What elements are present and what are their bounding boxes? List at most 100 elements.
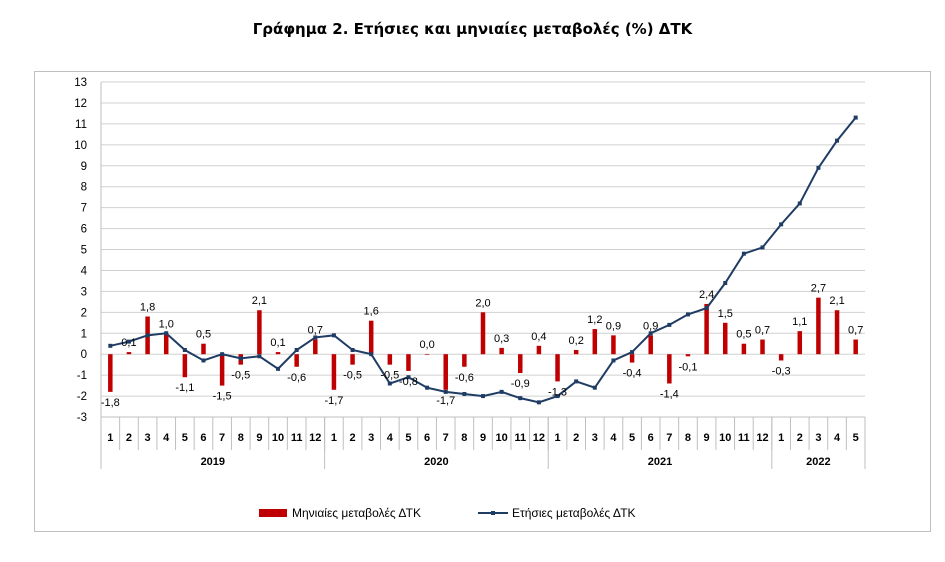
- year-label: 2022: [806, 456, 830, 468]
- annual-point: [685, 312, 690, 317]
- monthly-bar: [573, 350, 579, 355]
- annual-point: [276, 366, 281, 371]
- y-tick-label: -1: [77, 370, 87, 382]
- monthly-bar: [480, 312, 486, 355]
- month-label: 8: [685, 432, 691, 444]
- bar-data-label: 0,7: [755, 325, 770, 337]
- monthly-bar: [387, 354, 393, 365]
- annual-point: [630, 350, 635, 355]
- month-label: 12: [756, 432, 768, 444]
- month-label: 11: [738, 432, 750, 444]
- y-tick-label: 3: [81, 286, 87, 298]
- annual-point: [406, 375, 411, 380]
- monthly-bar: [108, 354, 113, 392]
- chart-frame: [34, 71, 931, 532]
- annual-point: [555, 394, 560, 399]
- month-label: 1: [107, 432, 113, 444]
- month-label: 10: [496, 432, 508, 444]
- monthly-bar: [536, 345, 542, 355]
- bar-data-label: 0,1: [270, 337, 285, 349]
- year-label: 2021: [648, 456, 672, 468]
- bar-data-label: -0,6: [455, 372, 474, 384]
- bar-data-label: 1,0: [159, 318, 174, 330]
- annual-point: [816, 165, 821, 170]
- legend-swatch-monthly: [259, 509, 287, 517]
- monthly-bar: [126, 352, 132, 355]
- monthly-bar: [462, 354, 467, 367]
- month-label: 5: [629, 432, 635, 444]
- annual-point: [164, 331, 169, 336]
- bar-data-label: -0,1: [678, 361, 697, 373]
- bar-data-label: 0,4: [531, 331, 546, 343]
- annual-point: [481, 394, 485, 399]
- monthly-bar: [704, 303, 709, 355]
- annual-point: [238, 356, 243, 361]
- bar-data-label: 2,1: [252, 295, 267, 307]
- y-tick-label: 10: [74, 140, 87, 152]
- year-label: 2020: [424, 456, 448, 468]
- y-tick-label: 6: [81, 224, 87, 236]
- monthly-bar: [294, 354, 299, 367]
- annual-point: [313, 335, 318, 340]
- annual-point: [257, 354, 262, 359]
- bar-data-label: 2,1: [829, 295, 844, 307]
- annual-point: [350, 348, 355, 352]
- month-label: 4: [163, 432, 170, 444]
- y-tick-label: 12: [74, 98, 87, 110]
- month-label: 7: [443, 432, 449, 444]
- bar-data-label: -0,3: [772, 365, 791, 377]
- month-label: 3: [815, 432, 821, 444]
- monthly-bar: [834, 310, 840, 355]
- bar-data-label: 0,9: [643, 320, 658, 332]
- month-label: 9: [480, 432, 486, 444]
- bar-data-label: -1,7: [324, 395, 343, 407]
- annual-point: [704, 306, 709, 311]
- legend-label-annual: Ετήσιες μεταβολές ΔΤΚ: [512, 506, 636, 520]
- month-label: 10: [719, 432, 731, 444]
- annual-point: [145, 333, 150, 338]
- bar-data-label: -1,7: [436, 395, 455, 407]
- y-tick-label: 11: [75, 119, 87, 131]
- bar-data-label: 0,7: [848, 325, 863, 337]
- annual-point: [499, 389, 504, 394]
- monthly-bar: [499, 347, 504, 355]
- y-tick-label: 9: [81, 161, 87, 173]
- y-tick-label: 13: [74, 77, 87, 89]
- bar-data-label: -0,5: [380, 370, 399, 382]
- bar-data-label: -0,5: [231, 370, 250, 382]
- month-label: 8: [238, 432, 244, 444]
- monthly-bar: [201, 343, 206, 355]
- bar-data-label: -0,8: [399, 376, 418, 388]
- monthly-bar: [443, 354, 448, 390]
- annual-point: [425, 385, 430, 390]
- month-label: 6: [424, 432, 430, 444]
- month-label: 3: [592, 432, 598, 444]
- monthly-bar: [350, 354, 355, 365]
- bar-data-label: 0,5: [196, 329, 211, 341]
- annual-point: [760, 245, 765, 250]
- monthly-bar: [722, 322, 728, 355]
- monthly-bar: [797, 331, 803, 355]
- annual-point: [667, 322, 672, 327]
- month-label: 3: [368, 432, 374, 444]
- y-tick-label: 7: [81, 203, 87, 215]
- annual-point: [331, 333, 336, 338]
- bar-data-label: -0,5: [343, 370, 362, 382]
- annual-point: [387, 381, 392, 386]
- bar-data-label: 1,1: [792, 316, 807, 328]
- month-label: 2: [126, 432, 132, 444]
- month-label: 2: [797, 432, 803, 444]
- bar-data-labels: -1,8 0,1 1,8 1,0 -1,1 0,5 -1,5 -0,5 2,1 0,1 -0,6 0,…: [101, 283, 863, 409]
- legend: Μηνιαίες μεταβολές ΔΤΚ Ετήσιες μεταβολές …: [259, 506, 636, 520]
- bar-data-label: -1,1: [175, 382, 194, 394]
- legend-marker-annual: [491, 511, 495, 515]
- annual-point: [108, 343, 113, 348]
- monthly-bar: [853, 339, 858, 355]
- monthly-bar: [760, 339, 765, 355]
- y-tick-label: 2: [81, 307, 87, 319]
- bar-data-label: -0,6: [287, 372, 306, 384]
- monthly-bar: [313, 339, 318, 355]
- monthly-bar: [219, 354, 225, 386]
- annual-point: [779, 222, 784, 227]
- monthly-bar: [816, 297, 821, 355]
